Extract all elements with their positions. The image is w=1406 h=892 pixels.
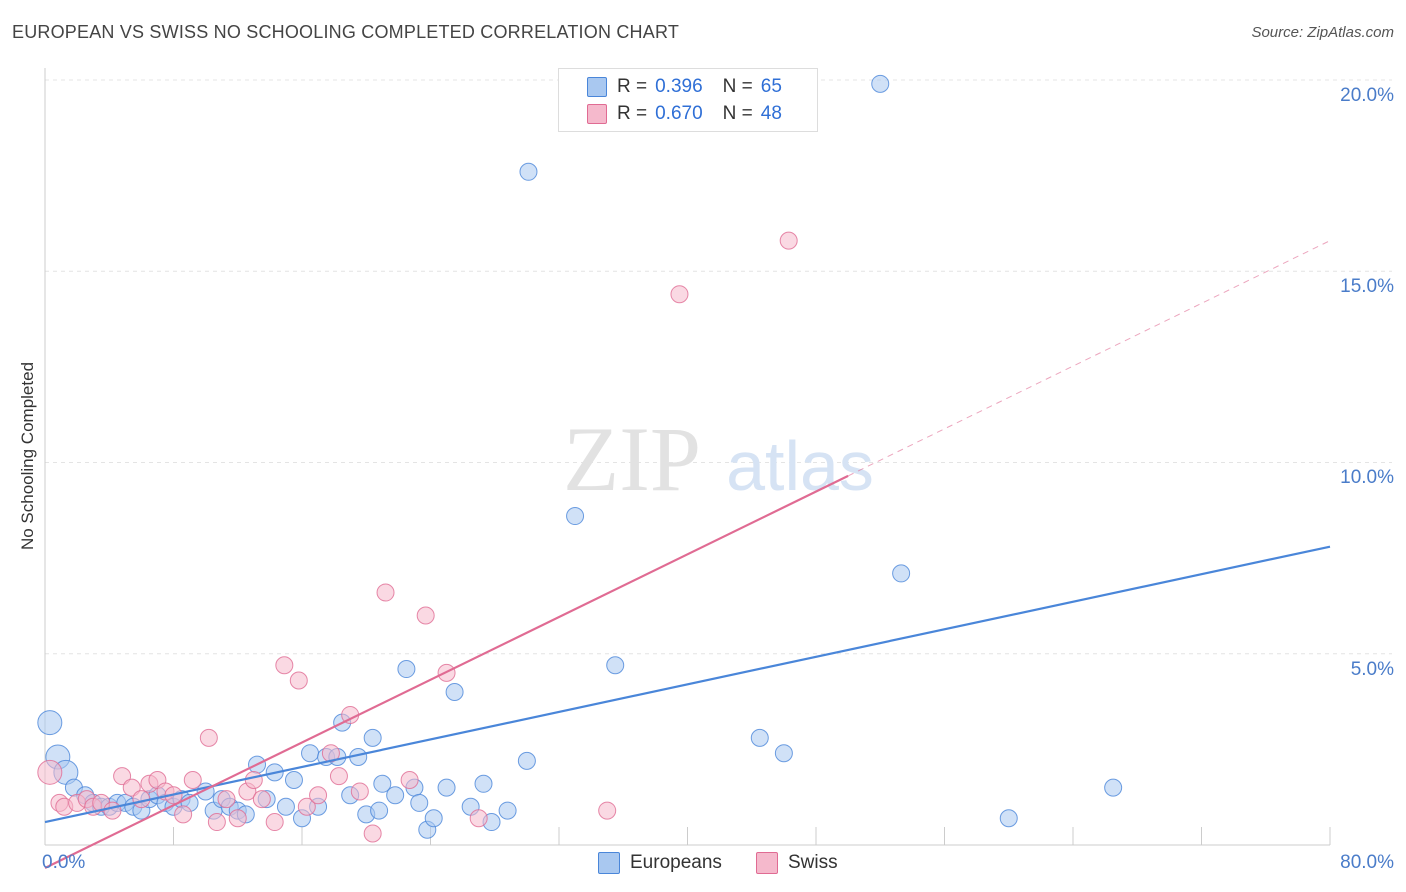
watermark: ZIP atlas (563, 408, 874, 510)
x-tick-label-min: 0.0% (42, 852, 86, 873)
point-swiss (670, 285, 689, 304)
point-europeans (386, 786, 405, 805)
point-europeans (445, 683, 464, 701)
point-europeans (397, 660, 416, 679)
point-europeans (301, 744, 320, 763)
chart-title: EUROPEAN VS SWISS NO SCHOOLING COMPLETED… (12, 22, 680, 42)
point-europeans (474, 774, 493, 793)
legend-label-swiss: Swiss (788, 852, 838, 873)
legend-item-europeans[interactable]: Europeans (598, 852, 722, 874)
point-europeans (750, 728, 769, 747)
legend-swatch-europeans (598, 852, 620, 874)
watermark-zip: ZIP (563, 408, 701, 510)
point-swiss (376, 583, 395, 602)
r-value: 0.396 (655, 76, 703, 97)
point-swiss (122, 778, 141, 797)
point-europeans (871, 74, 890, 93)
point-swiss (199, 728, 218, 747)
point-swiss (228, 809, 247, 828)
point-swiss (598, 801, 617, 820)
point-europeans (37, 710, 63, 736)
point-swiss (416, 606, 435, 625)
point-swiss (183, 770, 202, 789)
point-europeans (437, 778, 456, 797)
legend-item-swiss[interactable]: Swiss (756, 852, 838, 874)
stats-row-swiss: R = 0.670 N = 48 (587, 101, 782, 127)
n-label: N = (722, 103, 753, 124)
point-swiss (207, 813, 226, 832)
r-label: R = (617, 103, 648, 124)
y-tick-label-10: 10.0% (1340, 467, 1394, 488)
point-europeans (999, 809, 1018, 828)
point-swiss (297, 797, 316, 816)
point-swiss (103, 801, 122, 820)
point-swiss (363, 824, 382, 843)
point-europeans (498, 801, 517, 820)
y-tick-label-5: 5.0% (1350, 659, 1394, 680)
point-swiss (329, 767, 348, 786)
point-swiss (217, 790, 236, 809)
y-axis-label: No Schooling Completed (18, 361, 37, 551)
point-europeans (276, 797, 295, 816)
point-swiss (174, 805, 193, 824)
x-tick-label-max: 80.0% (1340, 852, 1394, 873)
r-label: R = (617, 76, 648, 97)
trend-line-europeans (44, 545, 1331, 824)
y-tick-label-20: 20.0% (1340, 85, 1394, 106)
point-swiss (469, 809, 488, 828)
point-europeans (606, 656, 625, 675)
n-label: N = (722, 76, 753, 97)
legend-label-europeans: Europeans (630, 852, 722, 873)
point-swiss (400, 770, 419, 789)
point-europeans (363, 728, 382, 747)
point-swiss (244, 770, 263, 789)
swiss-swatch (587, 104, 607, 124)
stats-legend: R = 0.396 N = 65 R = 0.670 N = 48 (558, 68, 818, 132)
r-value: 0.670 (655, 103, 703, 124)
point-swiss (309, 786, 328, 805)
point-europeans (284, 770, 303, 789)
point-europeans (1104, 778, 1123, 797)
point-europeans (519, 162, 538, 181)
europeans-swatch (587, 77, 607, 97)
point-swiss (350, 782, 369, 801)
gridlines (45, 79, 1392, 655)
point-swiss (289, 671, 308, 690)
point-europeans (373, 774, 392, 793)
n-value: 65 (760, 76, 782, 97)
source-label: Source: ZipAtlas.com (1251, 24, 1394, 41)
trend-line-swiss (44, 474, 849, 869)
point-europeans (370, 801, 389, 820)
point-swiss (37, 759, 63, 785)
point-swiss (265, 813, 284, 832)
watermark-atlas: atlas (726, 427, 874, 505)
point-swiss (113, 767, 132, 786)
n-value: 48 (760, 103, 782, 124)
legend-swatch-swiss (756, 852, 778, 874)
stats-row-europeans: R = 0.396 N = 65 (587, 74, 782, 100)
point-europeans (424, 809, 443, 828)
point-europeans (517, 751, 536, 770)
point-europeans (566, 507, 585, 526)
y-tick-label-15: 15.0% (1340, 276, 1394, 297)
point-swiss (252, 790, 271, 809)
point-europeans (410, 793, 429, 812)
point-swiss (779, 231, 798, 250)
trend-lines (44, 240, 1331, 869)
point-europeans (774, 744, 793, 763)
point-europeans (892, 564, 911, 583)
trend-line-extension-swiss (847, 240, 1331, 477)
point-swiss (275, 656, 294, 675)
